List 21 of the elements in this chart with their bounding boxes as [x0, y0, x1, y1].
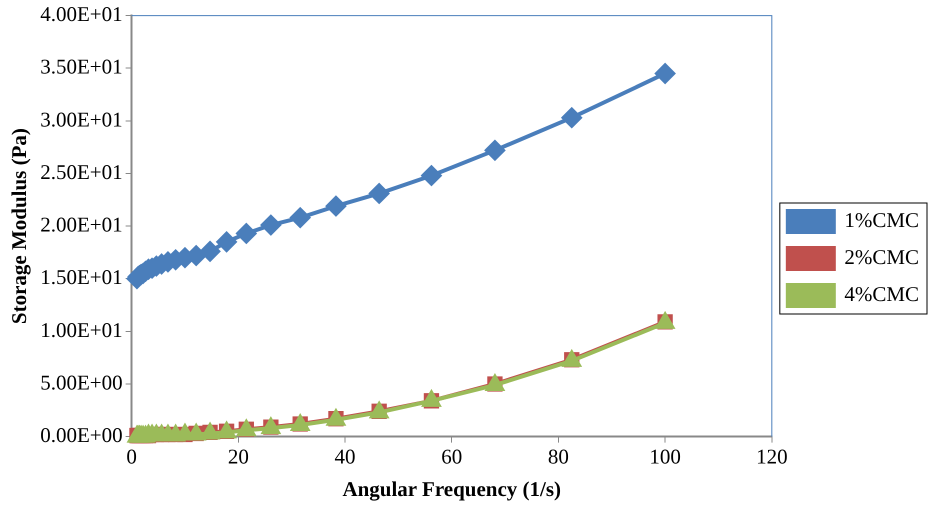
x-axis-title: Angular Frequency (1/s) — [342, 476, 562, 501]
y-tick-label: 2.00E+01 — [40, 212, 123, 237]
y-tick-label: 5.00E+00 — [40, 370, 123, 394]
x-tick-label: 20 — [228, 444, 249, 469]
y-tick-label: 2.50E+01 — [40, 160, 123, 184]
x-tick-label: 120 — [756, 444, 788, 469]
y-axis-title: Storage Modulus (Pa) — [7, 128, 32, 324]
legend-label: 2%CMC — [844, 245, 920, 270]
x-tick-label: 60 — [441, 444, 462, 469]
y-tick-label: 1.50E+01 — [40, 265, 123, 290]
y-tick-label: 4.00E+01 — [40, 2, 123, 26]
x-tick-label: 100 — [649, 444, 681, 469]
x-tick-label: 0 — [126, 444, 137, 469]
legend-label: 1%CMC — [844, 208, 920, 232]
y-tick-label: 3.50E+01 — [40, 54, 123, 79]
y-tick-label: 1.00E+01 — [40, 318, 123, 342]
x-tick-label: 80 — [548, 444, 569, 469]
y-tick-label: 3.00E+01 — [40, 107, 123, 132]
x-tick-label: 40 — [334, 444, 356, 469]
y-tick-label: 0.00E+00 — [40, 423, 123, 448]
legend-label: 4%CMC — [844, 282, 920, 306]
